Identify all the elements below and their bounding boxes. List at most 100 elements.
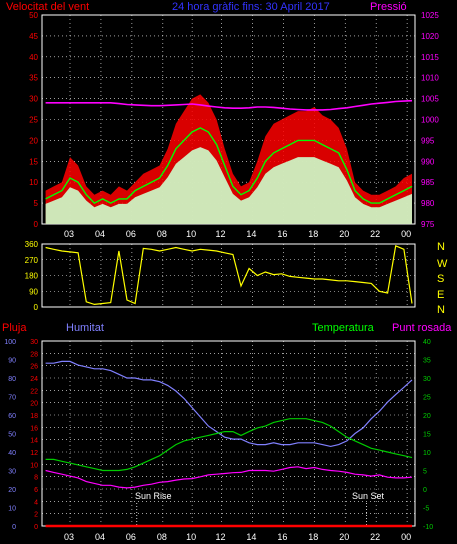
rain-y-tick-label: 20 <box>30 401 38 408</box>
temperature-y-tick-label: 25 <box>423 395 431 402</box>
pressure-y-tick-label: 980 <box>421 199 435 208</box>
wind-y-tick-label: 35 <box>29 74 38 83</box>
wind-y-tick-label: 0 <box>34 220 39 229</box>
x-tick-label: 20 <box>339 229 349 239</box>
pressure-y-tick-label: 1005 <box>421 95 439 104</box>
x-tick-label: 04 <box>95 229 105 239</box>
temperature-y-tick-label: 10 <box>423 450 431 457</box>
x-tick-label: 14 <box>246 532 256 542</box>
humidity-y-tick-label: 100 <box>4 339 16 346</box>
sun-set-label: Sun Set <box>352 491 385 501</box>
temperature-y-tick-label: 15 <box>423 432 431 439</box>
humidity-y-tick-label: 80 <box>8 376 16 383</box>
sun-rise-label: Sun Rise <box>135 491 172 501</box>
x-tick-label: 12 <box>215 532 225 542</box>
x-tick-label: 22 <box>370 532 380 542</box>
pressure-y-tick-label: 1025 <box>421 11 439 20</box>
wind-y-tick-label: 45 <box>29 32 38 41</box>
wind-y-tick-label: 15 <box>29 157 38 166</box>
rain-y-tick-label: 2 <box>34 512 38 519</box>
x-tick-label: 18 <box>308 229 318 239</box>
humidity-line <box>45 360 413 448</box>
pressure-y-tick-label: 985 <box>421 178 435 187</box>
direction-line <box>45 244 413 306</box>
period-title: 24 hora gràfic fins: 30 April 2017 <box>172 1 330 13</box>
temperature-y-tick-label: -10 <box>423 524 433 531</box>
temperature-title: Temperatura <box>312 322 375 334</box>
x-tick-label: 03 <box>64 532 74 542</box>
wind-y-tick-label: 40 <box>29 53 38 62</box>
wind-direction-panel: 0 90 180 270 360 <box>25 240 416 312</box>
pressure-y-tick-label: 1010 <box>421 74 439 83</box>
direction-label-n-bottom: N <box>437 304 445 316</box>
humidity-y-tick-label: 20 <box>8 487 16 494</box>
rain-y-tick-label: 22 <box>30 388 38 395</box>
rain-title: Pluja <box>2 322 27 334</box>
pressure-line <box>45 99 413 111</box>
temperature-y-tick-label: 30 <box>423 376 431 383</box>
direction-y-tick-label: 270 <box>25 256 39 265</box>
x-tick-label: 16 <box>277 532 287 542</box>
wind-y-tick-label: 50 <box>29 11 38 20</box>
x-tick-label: 10 <box>186 532 196 542</box>
temperature-y-tick-label: 35 <box>423 358 431 365</box>
x-tick-label: 06 <box>126 229 136 239</box>
pressure-title: Pressió <box>370 1 407 13</box>
direction-y-tick-label: 90 <box>29 287 38 296</box>
humidity-y-tick-label: 0 <box>12 524 16 531</box>
wind-y-tick-label: 25 <box>29 116 38 125</box>
rain-y-tick-label: 24 <box>30 376 38 383</box>
x-tick-label: 00 <box>401 532 411 542</box>
rain-y-tick-label: 0 <box>34 524 38 531</box>
wind-base-area <box>45 147 412 224</box>
humidity-y-tick-label: 30 <box>8 469 16 476</box>
rain-y-tick-label: 28 <box>30 351 38 358</box>
wind-y-tick-label: 30 <box>29 95 38 104</box>
rain-y-tick-label: 18 <box>30 413 38 420</box>
humidity-y-tick-label: 90 <box>8 358 16 365</box>
pressure-y-tick-label: 990 <box>421 157 435 166</box>
x-tick-label: 06 <box>126 532 136 542</box>
dewpoint-line <box>45 466 413 489</box>
wind-y-tick-label: 5 <box>34 199 39 208</box>
direction-frame <box>41 243 416 308</box>
x-tick-label: 18 <box>308 532 318 542</box>
temperature-y-tick-label: 40 <box>423 339 431 346</box>
direction-y-tick-label: 360 <box>25 240 39 249</box>
wind-y-tick-label: 10 <box>29 178 38 187</box>
rain-y-tick-label: 6 <box>34 487 38 494</box>
direction-y-tick-label: 180 <box>25 272 39 281</box>
pressure-y-tick-label: 995 <box>421 136 435 145</box>
pressure-y-tick-label: 1020 <box>421 32 439 41</box>
temperature-y-tick-label: 20 <box>423 413 431 420</box>
temperature-y-tick-label: -5 <box>423 506 429 513</box>
pressure-y-tick-label: 1000 <box>421 116 439 125</box>
x-tick-label: 12 <box>215 229 225 239</box>
x-tick-label: 20 <box>339 532 349 542</box>
rain-y-tick-label: 4 <box>34 499 38 506</box>
pressure-y-tick-label: 975 <box>421 220 435 229</box>
humidity-y-tick-label: 40 <box>8 450 16 457</box>
x-tick-label: 00 <box>401 229 411 239</box>
pressure-y-tick-label: 1015 <box>421 53 439 62</box>
direction-label-w: W <box>437 258 448 270</box>
x-tick-label: 10 <box>186 229 196 239</box>
x-tick-label: 08 <box>157 532 167 542</box>
rain-y-tick-label: 14 <box>30 438 38 445</box>
humidity-y-tick-label: 50 <box>8 432 16 439</box>
humidity-y-tick-label: 60 <box>8 413 16 420</box>
direction-y-tick-label: 0 <box>34 303 39 312</box>
wind-y-tick-label: 20 <box>29 136 38 145</box>
rain-y-tick-label: 10 <box>30 462 38 469</box>
rain-y-tick-label: 26 <box>30 364 38 371</box>
x-tick-label: 08 <box>157 229 167 239</box>
wind-average-line <box>45 127 413 204</box>
rain-y-tick-label: 12 <box>30 450 38 457</box>
humidity-y-tick-label: 10 <box>8 506 16 513</box>
rain-y-tick-label: 8 <box>34 475 38 482</box>
x-tick-label: 16 <box>277 229 287 239</box>
rain-y-tick-label: 16 <box>30 425 38 432</box>
x-tick-label: 03 <box>64 229 74 239</box>
